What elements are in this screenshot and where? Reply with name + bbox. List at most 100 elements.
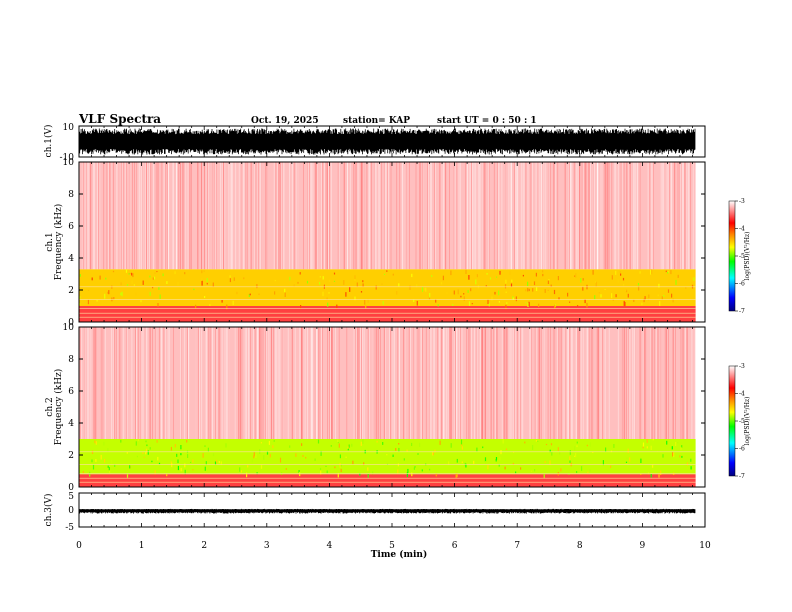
spec1-band-2-texture — [581, 162, 583, 270]
spec1-band-2-texture — [516, 162, 518, 270]
spec2-band-1-texture — [302, 454, 304, 457]
colorbar-tick-label: -7 — [739, 473, 745, 480]
spec1-band-2-texture — [573, 162, 575, 270]
spec1-band-2-texture — [623, 162, 625, 270]
spec1-band-1-texture — [284, 288, 286, 293]
spec1-band-2-texture — [215, 162, 217, 270]
spec2-band-1-texture — [177, 459, 179, 464]
spec2-band-1-texture — [260, 442, 262, 444]
spec2-band-2-texture — [196, 327, 198, 439]
spec2-band-2-texture — [353, 327, 355, 439]
spec2-band-2-texture — [565, 327, 567, 439]
spec1-band-1-texture — [418, 301, 420, 306]
spec1-band-1-texture — [201, 280, 203, 286]
spec2-band-1-texture — [263, 455, 265, 460]
spec1-band-2-texture — [328, 162, 329, 270]
spec2-band-2-texture — [360, 327, 361, 439]
spec1-band-2-texture — [532, 162, 533, 270]
spec2-band-1-texture — [266, 451, 269, 455]
spec1-band-2-texture — [267, 162, 268, 270]
spec2-band-1-texture — [184, 469, 186, 475]
spec1-band-2-texture — [596, 162, 598, 270]
spec2-band-1-texture — [569, 460, 571, 463]
spec1-band-2-texture — [469, 162, 471, 270]
spec1-band-1-texture — [156, 271, 158, 273]
spec2-band-1-texture — [190, 461, 192, 463]
spec2-band-1-texture — [158, 462, 161, 465]
spec2-band-2-texture — [167, 327, 169, 439]
spec2-band-2-texture — [374, 327, 376, 439]
spec1-band-2-texture — [146, 162, 148, 270]
spec2-band-1-texture — [589, 469, 591, 472]
spec2-band-2-texture — [449, 327, 450, 439]
spec1-band-1-texture — [491, 296, 493, 301]
spec1-band-2-texture — [594, 162, 595, 270]
spec2-band-2-texture — [414, 327, 416, 439]
spec1-band-2-texture — [434, 162, 436, 270]
spec2-band-1-texture — [157, 456, 159, 461]
spec2-band-1-texture — [450, 443, 452, 448]
spec1-band-1-texture — [328, 292, 330, 294]
spec1-band-1-texture — [661, 296, 663, 300]
ch1-ytick-bottom: -10 — [60, 153, 75, 163]
spec1-band-2-texture — [674, 162, 676, 270]
date-label: Oct. 19, 2025 — [251, 116, 319, 126]
spec2-band-2-texture — [403, 327, 405, 439]
spec2-band-2-texture — [518, 327, 520, 439]
spec1-band-1-texture — [592, 270, 594, 275]
spec1-band-2-texture — [590, 162, 591, 270]
spec2-band-2-texture — [346, 327, 348, 439]
spec1-band-2-texture — [636, 162, 638, 270]
spec2-band-2-texture — [627, 327, 629, 439]
spec1-band-2-texture — [682, 162, 684, 270]
spec2-band-2-texture — [303, 327, 304, 439]
spec2-band-2-texture — [160, 327, 162, 439]
spec1-band-1-texture — [470, 288, 472, 292]
spec1-band-2-texture — [537, 162, 538, 270]
spec1-band-1-texture — [354, 279, 356, 281]
spec1-band-2-texture — [466, 162, 468, 270]
spec2-band-2-texture — [268, 327, 270, 439]
spec1-band-1-texture — [120, 292, 122, 296]
spec1-band-1-texture — [157, 303, 159, 307]
spec1-band-2-texture — [109, 162, 110, 270]
spec1-band-2-texture — [661, 162, 663, 270]
spec2-band-1-texture — [352, 460, 354, 465]
spec2-band-1-texture — [429, 468, 431, 471]
spec2-band-1-texture — [145, 448, 148, 454]
spec1-band-2-texture — [207, 162, 209, 270]
spec2-band-2-texture — [481, 327, 482, 439]
spec1-band-2-texture — [442, 162, 444, 270]
ch1-spectrogram-image — [79, 162, 697, 322]
spec1-band-1-texture — [149, 291, 151, 296]
spec1-band-2-texture — [265, 162, 267, 270]
spec1-band-2-texture — [522, 162, 524, 270]
spec2-band-1-texture — [360, 441, 362, 446]
spec1-band-1-texture — [691, 276, 693, 281]
spec2-band-1-texture — [414, 466, 416, 468]
spec1-band-1-texture — [665, 270, 667, 273]
spec2-band-2-texture — [643, 327, 645, 439]
spec2-band-2-texture — [496, 327, 497, 439]
spec1-band-1-texture — [365, 305, 367, 309]
spec1-band-2-texture — [232, 162, 233, 270]
spec2-band-2-texture — [482, 327, 483, 439]
spec1-band-2-texture — [280, 162, 282, 270]
spec1-band-2-texture — [296, 162, 298, 270]
spec1-band-2-texture — [677, 162, 679, 270]
spec2-band-1-texture — [549, 449, 551, 453]
spec1-band-2-texture — [177, 162, 179, 270]
spec1-band-2-texture — [324, 162, 325, 270]
colorbar-tick-label: -7 — [739, 308, 745, 315]
spec2-band-2-texture — [261, 327, 263, 439]
spec2-band-1-texture — [207, 447, 209, 452]
spec2-band-2-texture — [451, 327, 452, 439]
spec2-band-2-texture — [314, 327, 316, 439]
spec1-band-2-texture — [634, 162, 636, 270]
ch1-spectrogram-ylabel-freq: Frequency (kHz) — [53, 204, 64, 281]
spec1-band-2-texture — [484, 162, 486, 270]
spec2-band-2-texture — [199, 327, 200, 439]
spec2-band-2-texture — [384, 327, 386, 439]
spec1-band-2-texture — [230, 162, 232, 270]
spec2-band-2-texture — [476, 327, 478, 439]
